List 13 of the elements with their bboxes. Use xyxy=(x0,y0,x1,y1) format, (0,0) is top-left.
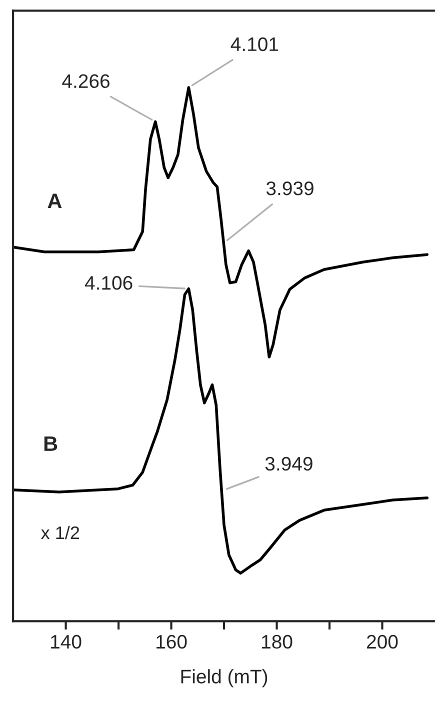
annotation: 4.266 xyxy=(62,74,110,88)
annotation: x 1/2 xyxy=(41,526,80,540)
annotation: 4.106 xyxy=(84,276,132,290)
x-tick-label: 180 xyxy=(262,634,292,649)
series-label: B xyxy=(44,436,58,451)
annotation: 3.939 xyxy=(266,182,314,196)
x-axis-title: Field (mT) xyxy=(181,669,268,688)
annotation: 3.949 xyxy=(265,456,312,471)
x-tick-label: 140 xyxy=(51,634,82,649)
x-tick-label: 200 xyxy=(367,634,398,649)
annotation: 4.101 xyxy=(230,37,278,52)
x-tick-label: 160 xyxy=(156,634,187,649)
text: A xyxy=(48,194,62,208)
